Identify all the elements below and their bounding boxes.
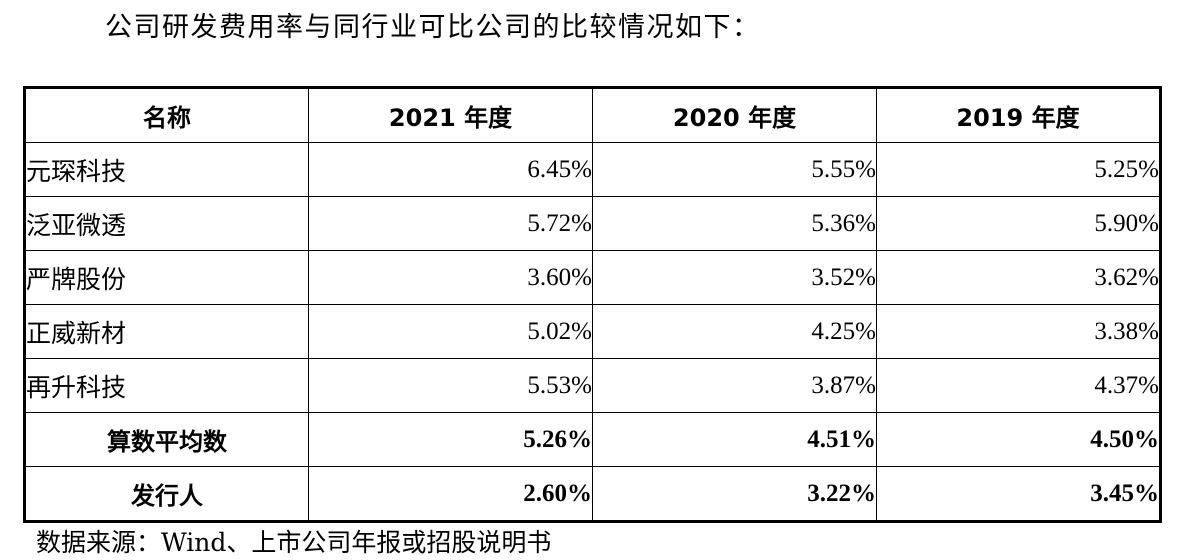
issuer-2019: 3.45%: [876, 466, 1161, 522]
company-name: 再升科技: [24, 358, 309, 413]
value-2021: 5.02%: [308, 304, 593, 359]
intro-paragraph: 公司研发费用率与同行业可比公司的比较情况如下：: [105, 12, 761, 43]
header-2019: 2019 年度: [876, 87, 1161, 143]
value-2021: 5.72%: [308, 196, 593, 251]
value-2019: 5.25%: [876, 142, 1161, 197]
table-row: 再升科技 5.53% 3.87% 4.37%: [24, 358, 1161, 413]
value-2021: 6.45%: [308, 142, 593, 197]
value-2020: 4.25%: [592, 304, 877, 359]
value-2019: 3.62%: [876, 250, 1161, 305]
company-name: 元琛科技: [24, 142, 309, 197]
issuer-row: 发行人 2.60% 3.22% 3.45%: [24, 466, 1161, 522]
rd-expense-ratio-comparison-table: 名称 2021 年度 2020 年度 2019 年度 元琛科技 6.45% 5.…: [23, 86, 1162, 523]
issuer-2020: 3.22%: [592, 466, 877, 522]
table-row: 元琛科技 6.45% 5.55% 5.25%: [24, 142, 1161, 197]
value-2019: 3.38%: [876, 304, 1161, 359]
value-2020: 3.87%: [592, 358, 877, 413]
header-name: 名称: [24, 87, 309, 143]
value-2019: 5.90%: [876, 196, 1161, 251]
value-2020: 5.36%: [592, 196, 877, 251]
company-name: 严牌股份: [24, 250, 309, 305]
average-row: 算数平均数 5.26% 4.51% 4.50%: [24, 412, 1161, 467]
table-row: 严牌股份 3.60% 3.52% 3.62%: [24, 250, 1161, 305]
average-2019: 4.50%: [876, 412, 1161, 467]
value-2020: 5.55%: [592, 142, 877, 197]
value-2021: 5.53%: [308, 358, 593, 413]
header-2020: 2020 年度: [592, 87, 877, 143]
table-row: 正威新材 5.02% 4.25% 3.38%: [24, 304, 1161, 359]
average-label: 算数平均数: [24, 412, 309, 467]
average-2021: 5.26%: [308, 412, 593, 467]
value-2020: 3.52%: [592, 250, 877, 305]
company-name: 泛亚微透: [24, 196, 309, 251]
company-name: 正威新材: [24, 304, 309, 359]
issuer-label: 发行人: [24, 466, 309, 522]
table-header-row: 名称 2021 年度 2020 年度 2019 年度: [24, 87, 1161, 143]
header-2021: 2021 年度: [308, 87, 593, 143]
value-2021: 3.60%: [308, 250, 593, 305]
average-2020: 4.51%: [592, 412, 877, 467]
value-2019: 4.37%: [876, 358, 1161, 413]
issuer-2021: 2.60%: [308, 466, 593, 522]
table-row: 泛亚微透 5.72% 5.36% 5.90%: [24, 196, 1161, 251]
data-source-note: 数据来源：Wind、上市公司年报或招股说明书: [36, 528, 552, 557]
